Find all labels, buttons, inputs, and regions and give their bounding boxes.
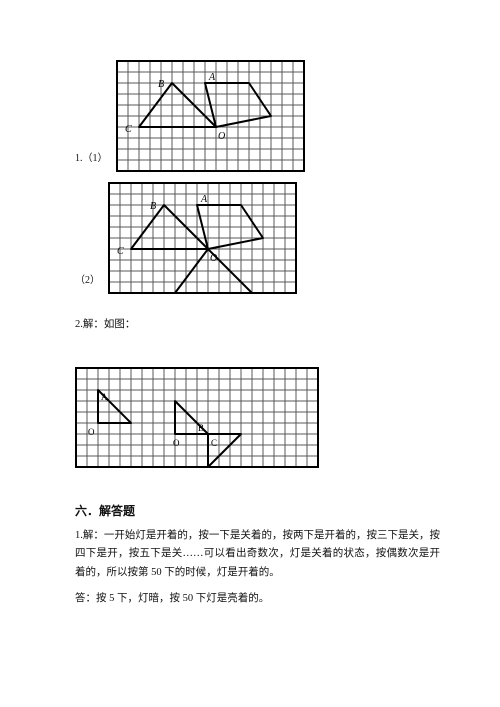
figure-3-grid: A O B O C <box>75 367 440 468</box>
figure-1-grid: B O C A <box>116 60 305 172</box>
q6-1-solution: 1.解：一开始灯是开着的，按一下是关着的，按两下是开着的，按三下是关，按四下是开… <box>75 527 440 582</box>
figure-1-number: 1.（1） <box>75 152 108 172</box>
q6-1-answer: 答：按 5 下，灯暗，按 50 下灯是亮着的。 <box>75 590 440 608</box>
svg-text:C: C <box>117 246 124 257</box>
page: 1.（1） BOCA （2） BOCA 2.解：如图： AOBOC 六．解答题 … <box>0 0 500 707</box>
svg-text:A: A <box>200 194 208 205</box>
svg-text:O: O <box>218 131 225 142</box>
svg-text:C: C <box>211 438 217 448</box>
svg-text:B: B <box>198 423 204 433</box>
figure-2-number: （2） <box>75 274 100 294</box>
figure-2-row: （2） BOCA <box>75 182 440 294</box>
section-6-title: 六．解答题 <box>75 502 440 519</box>
svg-text:A: A <box>101 392 108 402</box>
svg-text:A: A <box>208 72 216 83</box>
svg-text:B: B <box>158 79 164 90</box>
svg-text:O: O <box>88 427 95 437</box>
svg-text:C: C <box>125 124 132 135</box>
svg-text:B: B <box>150 201 156 212</box>
figure-1-row: 1.（1） B O C A <box>75 60 440 172</box>
figure-2-grid: BOCA <box>108 182 297 294</box>
svg-text:O: O <box>173 438 180 448</box>
answer-2-label: 2.解：如图： <box>75 316 440 331</box>
